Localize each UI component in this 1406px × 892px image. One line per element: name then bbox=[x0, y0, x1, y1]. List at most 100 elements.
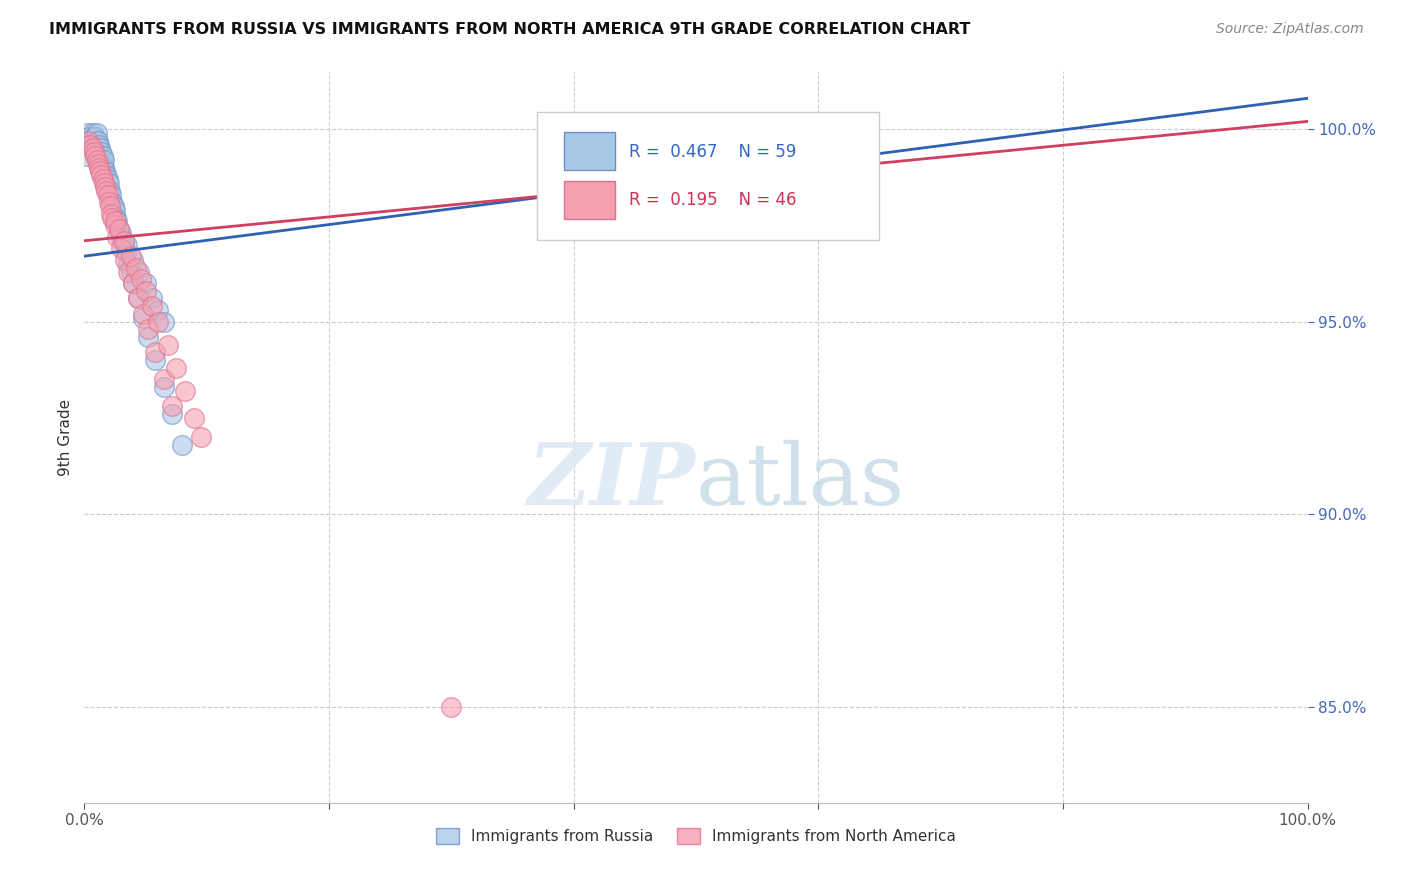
Point bbox=[122, 276, 145, 290]
Point bbox=[120, 264, 142, 278]
Point bbox=[173, 384, 195, 398]
Text: atlas: atlas bbox=[696, 440, 905, 523]
Point bbox=[136, 322, 159, 336]
Point bbox=[135, 284, 157, 298]
Point bbox=[128, 264, 150, 278]
Text: Source: ZipAtlas.com: Source: ZipAtlas.com bbox=[1216, 22, 1364, 37]
Point bbox=[141, 292, 163, 306]
Point bbox=[156, 337, 179, 351]
Point bbox=[172, 438, 194, 452]
Point bbox=[89, 149, 111, 163]
Text: R =  0.467    N = 59: R = 0.467 N = 59 bbox=[628, 143, 796, 161]
Bar bbox=[564, 132, 616, 170]
Point bbox=[103, 199, 125, 213]
Point bbox=[97, 195, 120, 210]
Point bbox=[101, 211, 124, 225]
Point bbox=[77, 134, 100, 148]
Point bbox=[97, 172, 120, 186]
Point bbox=[87, 141, 110, 155]
Point bbox=[83, 145, 105, 160]
Point bbox=[93, 176, 115, 190]
Point bbox=[143, 353, 166, 368]
Point bbox=[87, 161, 110, 175]
Point bbox=[107, 222, 129, 236]
Bar bbox=[564, 181, 616, 219]
Point bbox=[89, 141, 111, 155]
Point bbox=[135, 276, 157, 290]
Point bbox=[110, 242, 132, 256]
Point bbox=[90, 145, 112, 160]
Point bbox=[141, 299, 163, 313]
Point bbox=[104, 202, 127, 217]
Point bbox=[115, 237, 138, 252]
Legend: Immigrants from Russia, Immigrants from North America: Immigrants from Russia, Immigrants from … bbox=[430, 822, 962, 850]
Point bbox=[91, 172, 114, 186]
Point bbox=[84, 129, 107, 144]
Point bbox=[87, 134, 110, 148]
Point bbox=[98, 199, 121, 213]
Point bbox=[83, 129, 105, 144]
Point bbox=[84, 149, 107, 163]
Point bbox=[100, 187, 122, 202]
Point bbox=[82, 134, 104, 148]
Point bbox=[122, 276, 145, 290]
Point bbox=[91, 157, 114, 171]
Point bbox=[112, 237, 135, 252]
Point bbox=[96, 169, 118, 183]
Point bbox=[127, 292, 149, 306]
Point bbox=[125, 260, 148, 275]
Point bbox=[153, 372, 176, 386]
Point bbox=[79, 137, 101, 152]
Point bbox=[96, 184, 118, 198]
Point bbox=[105, 230, 128, 244]
Point bbox=[100, 207, 122, 221]
Point bbox=[162, 399, 184, 413]
Point bbox=[86, 137, 108, 152]
Point bbox=[190, 430, 212, 444]
Point bbox=[97, 176, 120, 190]
Point bbox=[90, 153, 112, 167]
Point bbox=[75, 149, 97, 163]
Point bbox=[115, 245, 138, 260]
Point bbox=[146, 315, 169, 329]
Point bbox=[93, 153, 115, 167]
Text: IMMIGRANTS FROM RUSSIA VS IMMIGRANTS FROM NORTH AMERICA 9TH GRADE CORRELATION CH: IMMIGRANTS FROM RUSSIA VS IMMIGRANTS FRO… bbox=[49, 22, 970, 37]
Point bbox=[77, 129, 100, 144]
Point bbox=[82, 141, 104, 155]
Point bbox=[120, 249, 142, 263]
Point bbox=[105, 214, 128, 228]
Point bbox=[117, 264, 139, 278]
Point bbox=[101, 195, 124, 210]
Point bbox=[136, 330, 159, 344]
Point bbox=[91, 149, 114, 163]
Point bbox=[162, 407, 184, 421]
Point bbox=[127, 292, 149, 306]
Point bbox=[165, 360, 187, 375]
Point bbox=[89, 164, 111, 178]
Point bbox=[79, 129, 101, 144]
Point bbox=[86, 134, 108, 148]
Point bbox=[80, 134, 103, 148]
FancyBboxPatch shape bbox=[537, 112, 880, 240]
Point bbox=[143, 345, 166, 359]
Point bbox=[87, 145, 110, 160]
Point bbox=[107, 222, 129, 236]
Point bbox=[132, 310, 155, 325]
Text: ZIP: ZIP bbox=[529, 439, 696, 523]
Text: R =  0.195    N = 46: R = 0.195 N = 46 bbox=[628, 191, 796, 209]
Y-axis label: 9th Grade: 9th Grade bbox=[58, 399, 73, 475]
Point bbox=[117, 257, 139, 271]
Point bbox=[94, 164, 117, 178]
Point bbox=[87, 157, 110, 171]
Point bbox=[183, 410, 205, 425]
Point bbox=[94, 179, 117, 194]
Point bbox=[105, 211, 128, 225]
Point bbox=[82, 126, 104, 140]
Point bbox=[86, 126, 108, 140]
Point bbox=[90, 169, 112, 183]
Point bbox=[129, 272, 152, 286]
Point bbox=[98, 184, 121, 198]
Point bbox=[153, 315, 176, 329]
Point bbox=[114, 252, 136, 267]
Point bbox=[440, 699, 463, 714]
